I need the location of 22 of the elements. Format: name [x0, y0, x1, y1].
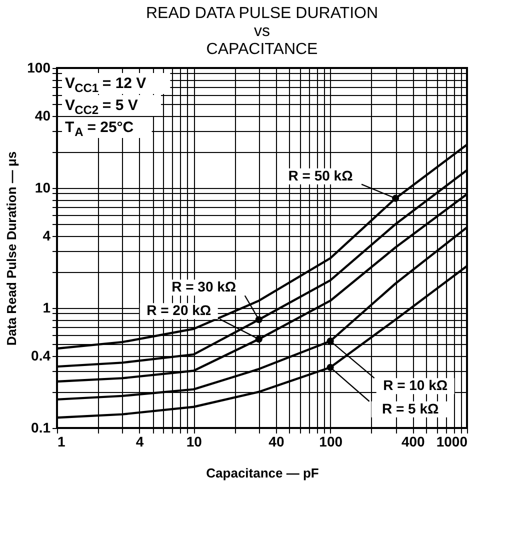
y-tick-label: 4: [42, 227, 51, 244]
x-tick-label: 4: [136, 434, 144, 450]
x-tick-label: 400: [401, 434, 426, 450]
y-tick-label: 100: [27, 60, 51, 76]
y-tick-label: 1: [42, 300, 51, 316]
x-tick-label: 1: [58, 434, 66, 450]
text: R = 30 kΩ: [172, 278, 236, 295]
text: R = 5 kΩ: [382, 400, 439, 416]
text: R = 10 kΩ: [383, 377, 448, 394]
text: R = 20 kΩ: [146, 302, 212, 318]
y-tick-label: 0.1: [31, 420, 51, 436]
y-tick-label: 10: [34, 180, 51, 196]
chart-title: READ DATA PULSE DURATION vs CAPACITANCE: [146, 5, 378, 58]
text: R = 50 kΩ: [288, 167, 353, 184]
x-tick-label: 40: [268, 434, 284, 450]
x-tick-label: 100: [319, 434, 343, 450]
y-tick-label: 0.4: [31, 347, 51, 364]
x-tick-label: 1000: [436, 434, 468, 450]
y-tick-label: 40: [34, 107, 51, 124]
x-tick-label: 10: [186, 434, 202, 450]
y-axis-title: Data Read Pulse Duration — μs: [4, 151, 20, 346]
x-axis-title: Capacitance — pF: [206, 466, 319, 480]
